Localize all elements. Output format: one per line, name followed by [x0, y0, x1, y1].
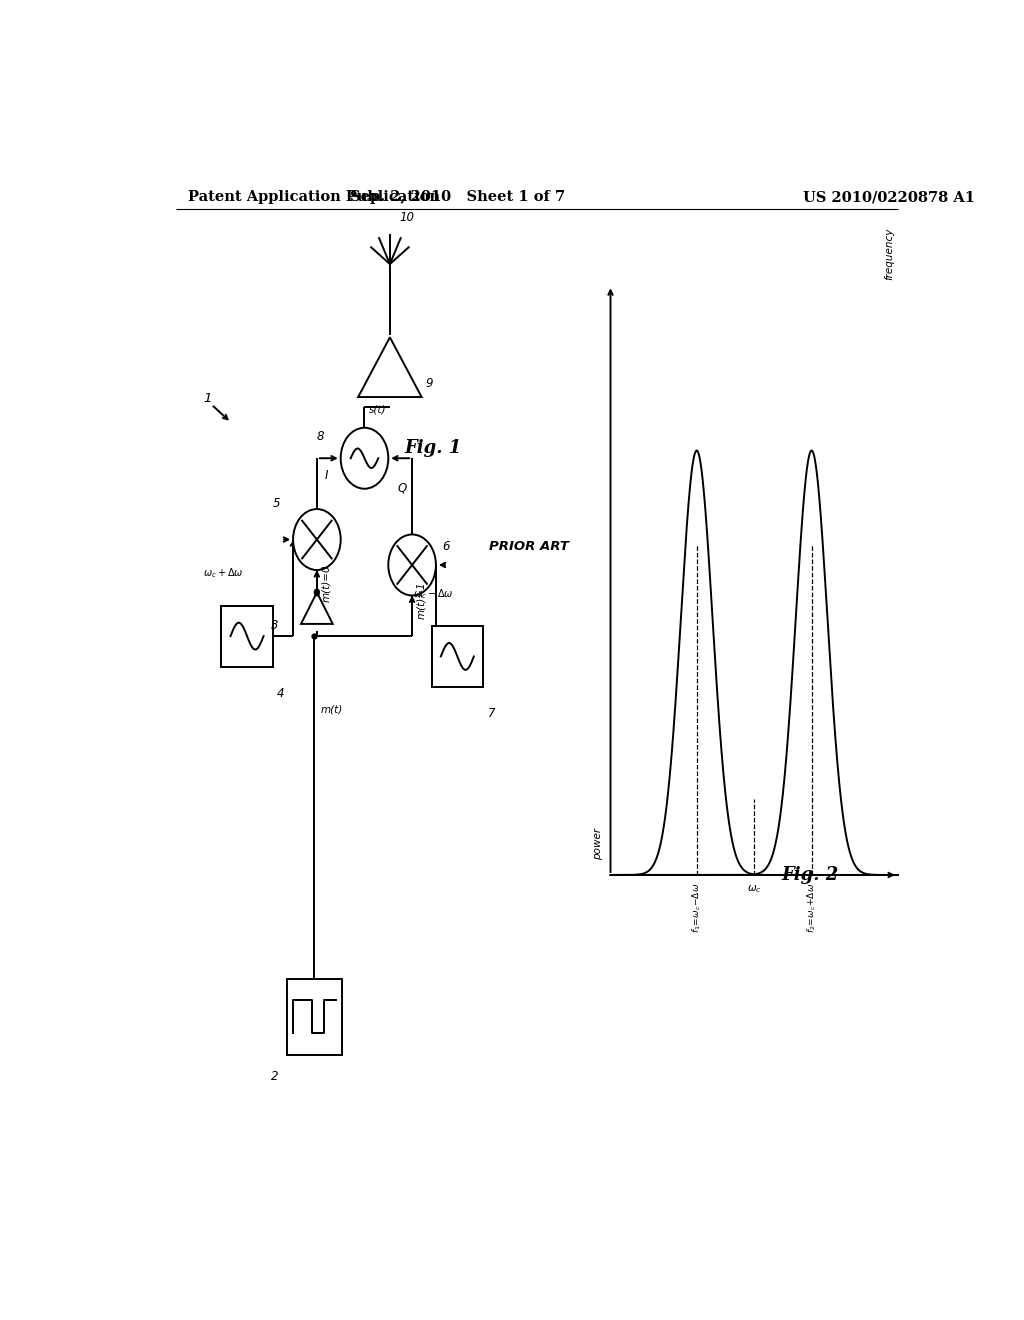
- Text: 8: 8: [316, 430, 325, 444]
- Text: 9: 9: [426, 378, 433, 391]
- Text: Fig. 1: Fig. 1: [404, 440, 462, 457]
- Text: m(t)=1: m(t)=1: [416, 582, 426, 619]
- Circle shape: [293, 510, 341, 570]
- Text: m(t): m(t): [321, 705, 343, 714]
- Text: US 2010/0220878 A1: US 2010/0220878 A1: [803, 190, 975, 205]
- Text: 3: 3: [270, 619, 279, 632]
- Text: Fig. 2: Fig. 2: [782, 866, 839, 884]
- Text: 10: 10: [399, 211, 415, 224]
- Text: $f_1\!=\!\omega_c\!-\!\Delta\omega$: $f_1\!=\!\omega_c\!-\!\Delta\omega$: [690, 883, 702, 933]
- Polygon shape: [301, 593, 333, 624]
- Bar: [287, 979, 342, 1056]
- Text: $\omega_c+\Delta\omega$: $\omega_c+\Delta\omega$: [203, 566, 244, 581]
- Text: I: I: [325, 469, 329, 482]
- Text: Sep. 2, 2010   Sheet 1 of 7: Sep. 2, 2010 Sheet 1 of 7: [350, 190, 565, 205]
- Circle shape: [314, 589, 319, 597]
- Circle shape: [388, 535, 436, 595]
- Text: power: power: [593, 828, 602, 859]
- Bar: [221, 606, 272, 667]
- Text: 5: 5: [273, 498, 281, 510]
- Circle shape: [341, 428, 388, 488]
- Text: 1: 1: [204, 392, 212, 405]
- Text: m(t)=0: m(t)=0: [321, 565, 331, 602]
- Text: 2: 2: [270, 1071, 279, 1084]
- Text: $\omega_c-\Delta\omega$: $\omega_c-\Delta\omega$: [414, 586, 454, 601]
- Bar: [431, 626, 483, 686]
- Polygon shape: [358, 338, 422, 397]
- Text: Patent Application Publication: Patent Application Publication: [187, 190, 439, 205]
- Text: $f_2\!=\!\omega_c\!+\!\Delta\omega$: $f_2\!=\!\omega_c\!+\!\Delta\omega$: [805, 883, 818, 933]
- Text: 7: 7: [487, 708, 495, 721]
- Text: s(t): s(t): [370, 405, 387, 414]
- Text: PRIOR ART: PRIOR ART: [489, 540, 569, 553]
- Text: Q: Q: [397, 482, 408, 494]
- Text: 6: 6: [442, 540, 450, 553]
- Text: 4: 4: [278, 688, 285, 700]
- Text: $\omega_c$: $\omega_c$: [746, 883, 762, 895]
- Text: frequency: frequency: [884, 228, 894, 280]
